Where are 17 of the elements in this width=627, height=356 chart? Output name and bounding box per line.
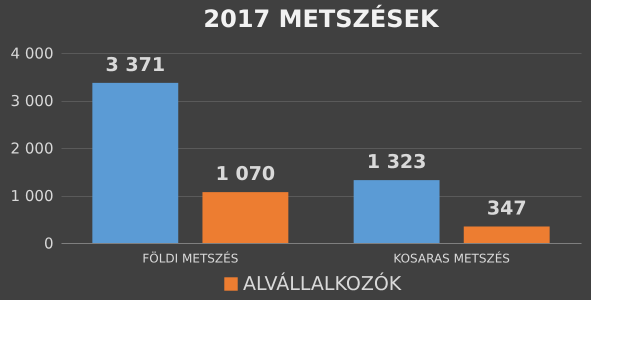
data-label: 1 070 [216, 163, 276, 186]
y-tick-label: 3 000 [10, 92, 54, 110]
x-tick-label: FÖLDI METSZÉS [142, 250, 238, 266]
legend-label: ALVÁLLALKOZÓK [243, 272, 402, 295]
x-tick-label: KOSARAS METSZÉS [393, 250, 510, 266]
bar [92, 82, 178, 243]
bar [354, 180, 440, 243]
bar [464, 226, 550, 243]
chart-title: 2017 METSZÉSEK [203, 4, 440, 33]
y-tick-label: 2 000 [10, 140, 54, 158]
y-tick-label: 4 000 [10, 44, 54, 62]
bar [202, 192, 288, 243]
data-label: 1 323 [366, 151, 426, 174]
data-label: 3 371 [106, 54, 166, 76]
y-tick-label: 1 000 [10, 187, 54, 205]
data-label: 347 [486, 198, 527, 220]
y-tick-label: 0 [44, 234, 54, 252]
